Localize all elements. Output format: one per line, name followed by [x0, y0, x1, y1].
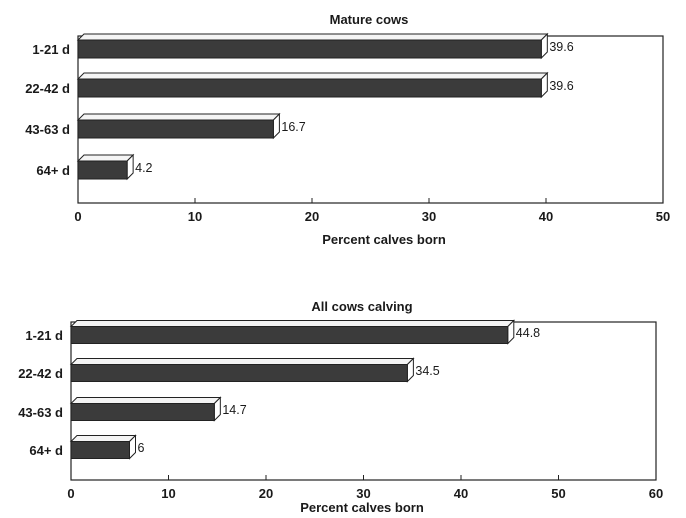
bar — [77, 78, 542, 98]
bar-top-face — [69, 397, 222, 404]
chart-mature-cows: Mature cows 39.6 39.6 16.7 4.2 1-21 d 22-42 … — [25, 12, 670, 247]
bar-top-face — [76, 113, 281, 121]
category-label: 43-63 d — [18, 405, 63, 420]
bar — [77, 39, 542, 59]
x-tick-label: 50 — [656, 209, 670, 224]
bar — [77, 119, 274, 139]
x-tick-label: 10 — [188, 209, 202, 224]
x-tick-label: 40 — [454, 486, 468, 501]
category-label: 43-63 d — [25, 122, 70, 137]
chart-title: All cows calving — [311, 299, 412, 314]
bar — [70, 441, 130, 459]
bar — [70, 364, 408, 382]
data-label: 16.7 — [281, 120, 305, 134]
data-label: 14.7 — [222, 403, 246, 417]
x-tick-label: 20 — [305, 209, 319, 224]
bar-top-face — [76, 33, 549, 41]
category-label: 1-21 d — [25, 328, 63, 343]
data-label: 34.5 — [415, 364, 439, 378]
x-tick-label: 0 — [67, 486, 74, 501]
bar-group: 39.6 39.6 16.7 4.2 — [76, 32, 574, 181]
chart-all-cows-calving: All cows calving 44.8 34.5 14.7 6 1-21 d 22-… — [18, 299, 663, 515]
x-axis-label: Percent calves born — [300, 500, 424, 515]
category-label: 22-42 d — [18, 366, 63, 381]
bar-top-face — [76, 154, 135, 162]
bar — [70, 403, 215, 421]
bar-top-face — [69, 435, 137, 442]
data-label: 4.2 — [135, 161, 152, 175]
bar-top-face — [76, 72, 549, 80]
x-tick-label: 0 — [74, 209, 81, 224]
x-tick-label: 20 — [259, 486, 273, 501]
bar — [77, 160, 128, 180]
bar-group: 44.8 34.5 14.7 6 — [69, 319, 540, 460]
bar-top-face — [69, 320, 516, 327]
category-labels: 1-21 d 22-42 d 43-63 d 64+ d — [25, 42, 70, 178]
chart-title: Mature cows — [330, 12, 409, 27]
x-tick-label: 60 — [649, 486, 663, 501]
category-label: 64+ d — [29, 443, 63, 458]
data-label: 44.8 — [516, 326, 540, 340]
x-axis: 0 10 20 30 40 50 60 — [67, 475, 663, 501]
category-label: 64+ d — [36, 163, 70, 178]
x-tick-label: 10 — [161, 486, 175, 501]
data-label: 39.6 — [549, 40, 573, 54]
x-tick-label: 50 — [551, 486, 565, 501]
x-axis-label: Percent calves born — [322, 232, 446, 247]
data-label: 6 — [138, 441, 145, 455]
x-tick-label: 30 — [422, 209, 436, 224]
x-axis: 0 10 20 30 40 50 — [74, 198, 670, 224]
x-tick-label: 40 — [539, 209, 553, 224]
category-label: 22-42 d — [25, 81, 70, 96]
category-label: 1-21 d — [32, 42, 70, 57]
bar — [70, 326, 509, 344]
x-tick-label: 30 — [356, 486, 370, 501]
bar-top-face — [69, 358, 415, 365]
category-labels: 1-21 d 22-42 d 43-63 d 64+ d — [18, 328, 63, 458]
data-label: 39.6 — [549, 79, 573, 93]
